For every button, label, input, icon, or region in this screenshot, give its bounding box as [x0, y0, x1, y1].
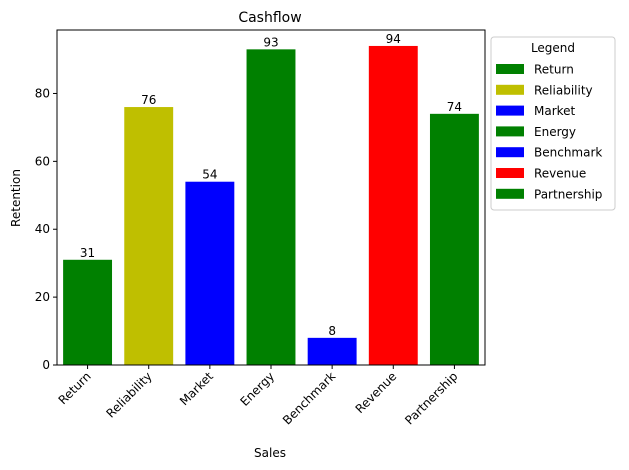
y-tick-label: 20: [35, 290, 50, 304]
x-tick-label: Benchmark: [280, 369, 338, 427]
legend-swatch: [496, 126, 524, 137]
legend-entry: Reliability: [534, 83, 593, 97]
legend-box: [490, 36, 616, 211]
legend-entry: Energy: [534, 125, 576, 139]
legend-swatch: [496, 147, 524, 158]
y-tick-label: 0: [42, 358, 50, 372]
legend-entry: Market: [534, 104, 576, 118]
legend-swatch: [496, 84, 524, 95]
legend-swatch: [496, 64, 524, 74]
bar-energy: [246, 49, 296, 366]
legend-title: Legend: [531, 41, 575, 55]
legend-entry: Return: [534, 63, 574, 77]
bar-value-label: 74: [447, 100, 462, 114]
x-tick-label: Market: [177, 369, 216, 408]
y-axis-title: Retention: [9, 169, 23, 227]
x-tick-label: Partnership: [402, 369, 460, 427]
legend-entry: Partnership: [534, 187, 602, 201]
bar-value-label: 31: [80, 246, 95, 260]
x-tick-label: Revenue: [353, 369, 400, 416]
bar-value-label: 54: [202, 168, 217, 182]
legend: Legend Return Reliability Market Energy Bench…: [490, 36, 616, 211]
bar-revenue: [368, 45, 418, 365]
legend-swatch: [496, 188, 524, 199]
bar-reliability: [124, 107, 174, 366]
bar-value-label: 94: [386, 32, 401, 46]
bar-value-label: 8: [328, 324, 336, 338]
y-tick-label: 60: [35, 154, 50, 168]
y-tick-label: 40: [35, 222, 50, 236]
x-tick-label: Energy: [238, 369, 278, 409]
x-tick-label: Return: [56, 369, 94, 407]
chart-title: Cashflow: [238, 10, 301, 26]
legend-entry: Revenue: [534, 167, 586, 181]
bar-return: [63, 259, 113, 365]
bar-benchmark: [307, 337, 357, 365]
axes-frame: [56, 29, 486, 366]
bar-value-label: 93: [263, 35, 278, 49]
bar-partnership: [429, 113, 479, 365]
x-axis-title: Sales: [254, 446, 286, 460]
bar-market: [185, 181, 235, 365]
legend-entry: Benchmark: [534, 146, 602, 160]
legend-swatch: [496, 168, 524, 178]
x-tick-label: Reliability: [103, 369, 154, 420]
plot-area: 31 Return 76 Reliability 54 Market 93 Energy 8 Be…: [35, 29, 486, 428]
legend-swatch: [496, 105, 524, 116]
y-tick-label: 80: [35, 86, 50, 100]
bar-value-label: 76: [141, 93, 156, 107]
